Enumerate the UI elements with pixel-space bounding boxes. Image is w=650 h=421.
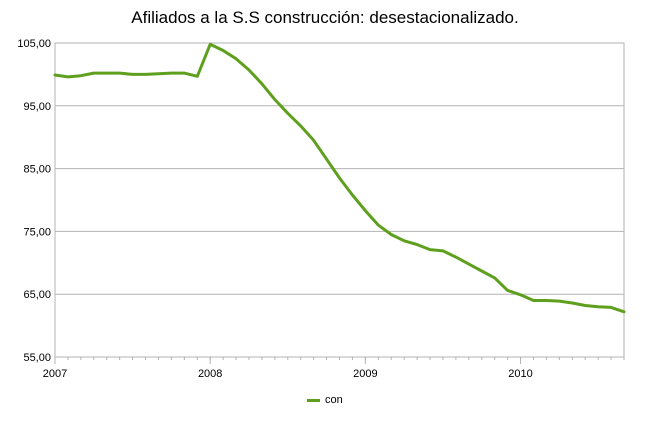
data-point [144,73,147,76]
y-tick-label: 65,00 [23,289,51,301]
data-point [558,299,561,303]
data-point [299,124,302,128]
data-point [519,293,522,296]
y-tick-label: 105,00 [17,38,51,50]
legend-label: con [325,394,343,406]
chart-title: Afiliados a la S.S construcción: desesta… [131,8,519,27]
data-point [92,71,96,75]
data-point [532,299,535,302]
legend: con [307,394,343,406]
data-point [596,305,600,308]
legend-swatch [307,398,320,402]
data-point [105,71,108,75]
data-point [286,112,289,115]
data-point [325,158,328,161]
data-point [53,73,57,77]
data-point [312,139,315,142]
data-point [545,299,548,302]
data-point [441,249,445,253]
y-tick-label: 75,00 [23,226,51,238]
data-point [66,75,70,79]
data-point [183,71,186,75]
x-tick-label: 2010 [508,368,532,380]
data-point [428,248,432,251]
data-point [351,193,354,197]
x-tick-label: 2008 [198,368,222,380]
y-tick-label: 85,00 [23,164,51,176]
data-point [260,82,264,86]
data-point [571,301,574,305]
data-point [247,68,251,72]
data-point [390,233,393,236]
data-point [403,239,406,242]
data-point [157,72,160,76]
data-point [364,209,367,212]
data-point [454,255,458,259]
data-point [467,262,470,266]
x-tick-label: 2007 [43,368,67,380]
data-point [622,310,626,313]
data-point [584,304,587,307]
data-point [209,43,212,46]
x-tick-label: 2009 [353,368,377,380]
data-point [118,71,121,75]
data-point [131,73,134,76]
data-point [79,74,83,77]
plot-frame [54,42,625,358]
data-point [506,289,509,292]
data-point [338,176,341,180]
y-tick-label: 55,00 [23,352,51,364]
data-point [273,98,276,101]
data-point [221,49,225,52]
data-point [609,306,613,309]
y-tick-label: 95,00 [23,101,51,113]
data-point [480,269,483,273]
data-point [196,75,199,78]
data-point [170,71,173,75]
data-point [415,243,419,246]
data-point [493,276,496,280]
data-point [377,223,380,227]
data-point [234,57,238,60]
